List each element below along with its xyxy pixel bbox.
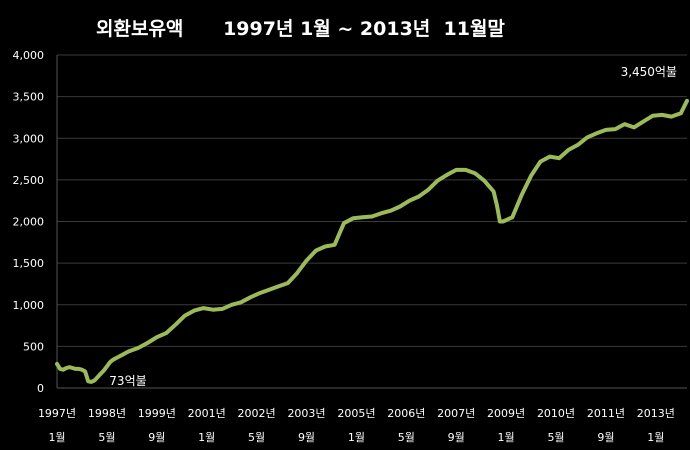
chart-title: 외환보유액 1997년 1월 ~ 2013년 11월말 [96,18,505,40]
y-tick-label: 1,000 [13,299,45,312]
x-tick-year: 2010년 [537,407,575,420]
series-group [55,98,689,384]
y-tick-label: 3,000 [13,132,45,145]
x-tick-month: 1월 [48,431,65,444]
x-tick-month: 1월 [647,431,664,444]
data-annotation: 73억불 [109,374,146,388]
x-tick-month: 1월 [348,431,365,444]
x-tick-year: 2011년 [587,407,625,420]
x-tick-year: 2013년 [637,407,675,420]
x-tick-month: 5월 [248,431,265,444]
x-tick-month: 1월 [198,431,215,444]
x-tick-year: 2005년 [337,407,375,420]
y-tick-label: 3,500 [13,91,45,104]
data-annotation: 3,450억불 [621,65,677,79]
y-axis: 0 500 1,000 1,500 2,000 2,500 3,000 3,500 4,000 [13,49,687,395]
x-tick-month: 9월 [298,431,315,444]
annotations: 73억불 3,450억불 [109,65,677,388]
x-tick-year: 2007년 [437,407,475,420]
x-tick-month: 5월 [547,431,564,444]
y-tick-label: 4,000 [13,49,45,62]
gridlines [57,54,687,347]
x-tick-month: 9월 [597,431,614,444]
x-tick-year: 1998년 [88,407,126,420]
x-tick-month: 5월 [398,431,415,444]
x-axis: 1997년 1월 1998년 5월 1999년 9월 2001년 1월 2002년 5월 2003년… [38,407,675,444]
x-tick-year: 2001년 [188,407,226,420]
y-tick-label: 2,000 [13,216,45,229]
x-tick-month: 9월 [448,431,465,444]
y-tick-label: 500 [23,340,44,353]
x-tick-month: 9월 [148,431,165,444]
y-tick-label: 0 [37,382,44,395]
x-tick-year: 1997년 [38,407,76,420]
x-tick-year: 2006년 [387,407,425,420]
x-tick-month: 1월 [498,431,515,444]
x-tick-year: 2009년 [487,407,525,420]
x-tick-year: 2003년 [287,407,325,420]
x-tick-month: 5월 [98,431,115,444]
y-tick-label: 1,500 [13,257,45,270]
x-tick-year: 1999년 [138,407,176,420]
x-tick-year: 2002년 [238,407,276,420]
y-tick-label: 2,500 [13,174,45,187]
series-line [55,98,689,384]
